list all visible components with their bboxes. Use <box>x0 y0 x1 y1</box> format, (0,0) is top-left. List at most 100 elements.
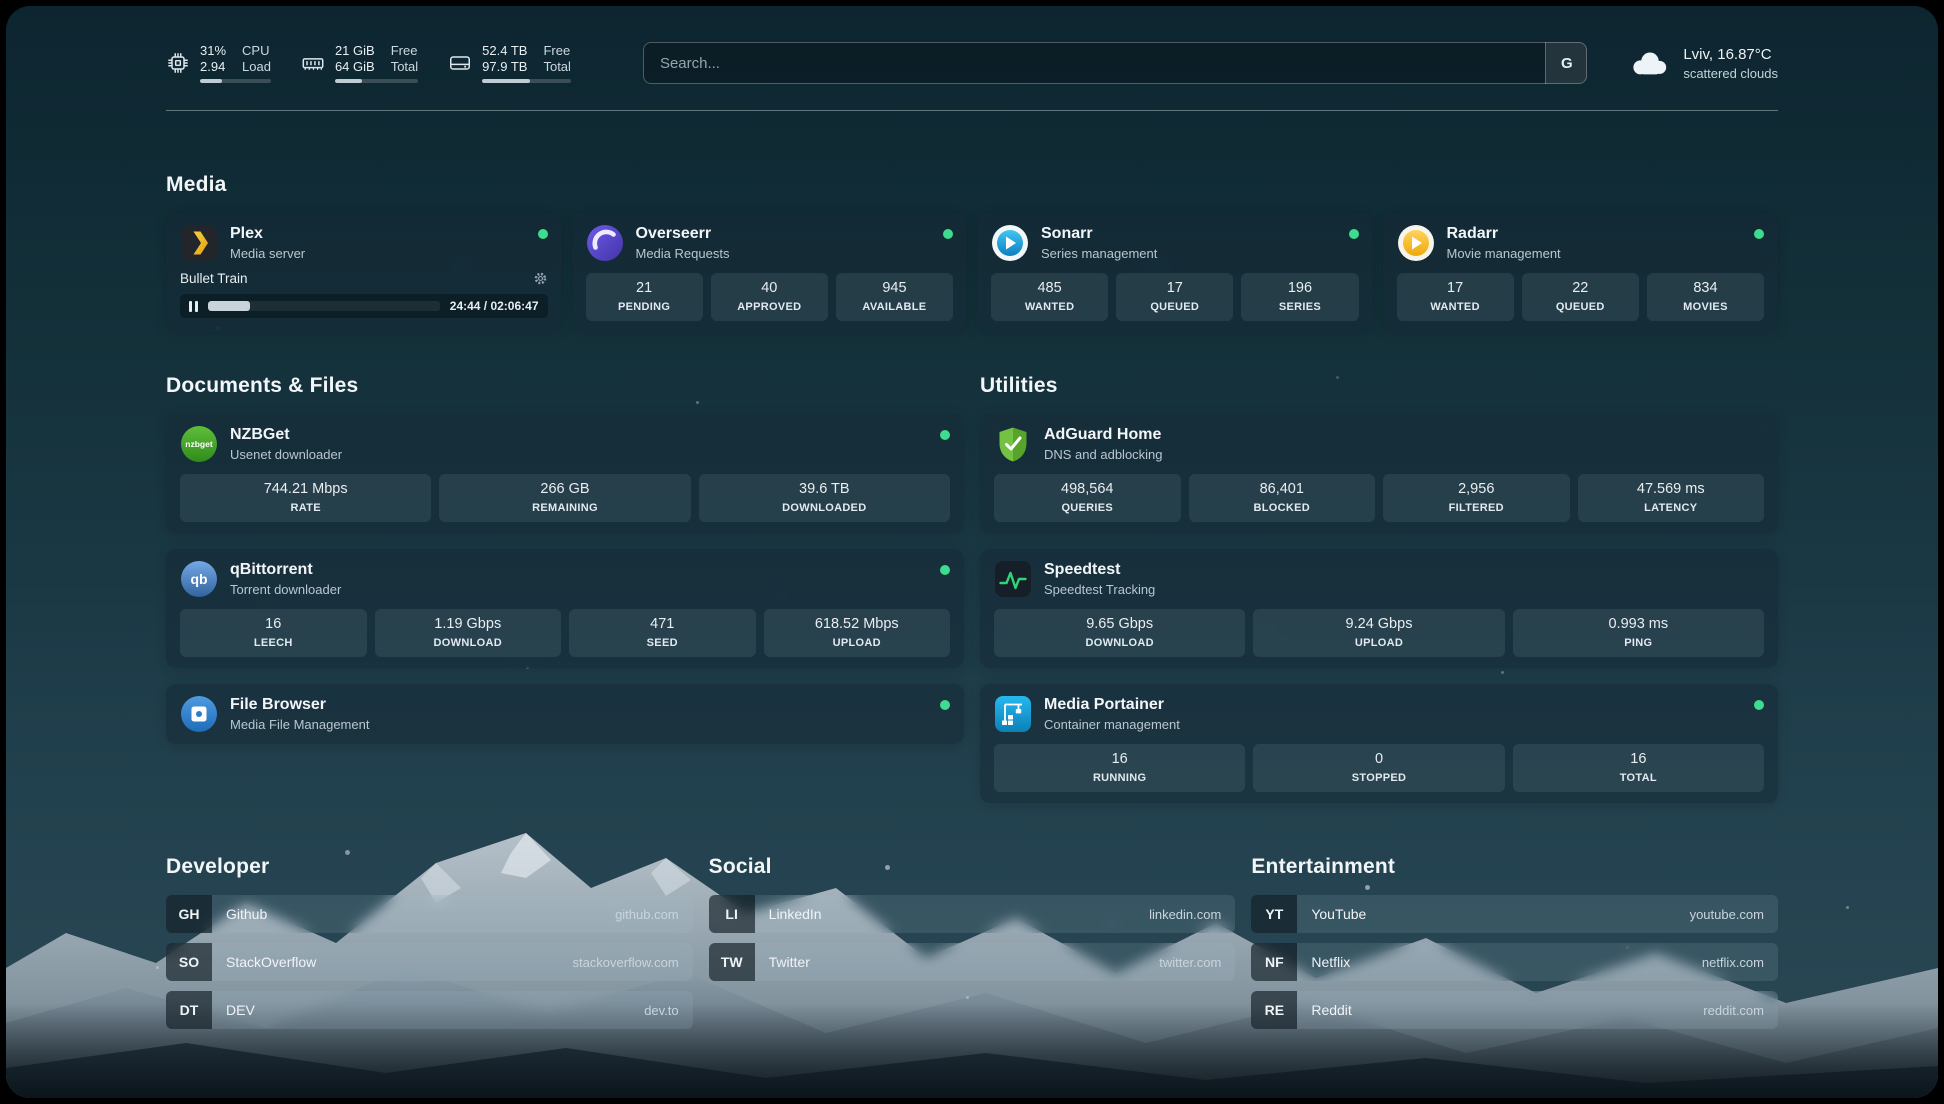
bookmark-name: Netflix <box>1311 954 1351 970</box>
bookmark-github[interactable]: GH Github github.com <box>166 895 693 933</box>
bookmark-youtube[interactable]: YT YouTube youtube.com <box>1251 895 1778 933</box>
search-input[interactable] <box>642 42 1588 84</box>
section-title-media: Media <box>166 173 227 196</box>
service-card-nzbget[interactable]: nzbget NZBGet Usenet downloader 744.21 M… <box>166 414 964 533</box>
service-subtitle: Media Requests <box>635 245 730 261</box>
settings-gear-icon[interactable] <box>533 271 548 286</box>
bookmark-url: github.com <box>615 906 679 922</box>
service-card-speedtest[interactable]: Speedtest Speedtest Tracking 9.65 Gbps D… <box>980 549 1778 668</box>
stat-upload: 618.52 Mbps UPLOAD <box>763 609 950 657</box>
service-card-sonarr[interactable]: Sonarr Series management 485 WANTED 17 Q… <box>977 213 1373 332</box>
service-name: Radarr <box>1446 225 1499 243</box>
disk-free-label: Free <box>543 43 571 58</box>
cpu-load-label: Load <box>242 59 271 74</box>
bookmark-stackoverflow[interactable]: SO StackOverflow stackoverflow.com <box>166 943 693 981</box>
stat-download: 9.65 Gbps DOWNLOAD <box>994 609 1246 657</box>
service-name: Media Portainer <box>1044 696 1165 714</box>
dashboard-content: 31% CPU 2.94 Load <box>6 6 1938 1039</box>
section-title-documents: Documents & Files <box>166 374 359 397</box>
status-dot <box>1754 229 1764 239</box>
service-card-radarr[interactable]: Radarr Movie management 17 WANTED 22 QUE… <box>1382 213 1778 332</box>
stat-label: PENDING <box>617 301 671 313</box>
service-subtitle: Container management <box>1044 716 1180 732</box>
stat-value: 16 <box>1630 751 1647 767</box>
service-card-portainer[interactable]: Media Portainer Container management 16 … <box>980 684 1778 803</box>
nzbget-icon: nzbget <box>180 425 218 463</box>
stat-value: 498,564 <box>1061 481 1114 497</box>
service-card-qbittorrent[interactable]: qb qBittorrent Torrent downloader 16 LEE… <box>166 549 964 668</box>
cpu-usage-label: CPU <box>242 43 270 58</box>
disk-bar-fill <box>482 79 531 83</box>
service-card-filebrowser[interactable]: File Browser Media File Management <box>166 684 964 744</box>
service-name: Overseerr <box>635 225 712 243</box>
cpu-bar-fill <box>200 79 222 83</box>
stat-rate: 744.21 Mbps RATE <box>180 474 432 522</box>
bookmark-name: LinkedIn <box>768 906 822 922</box>
stat-filtered: 2,956 FILTERED <box>1383 474 1570 522</box>
stat-label: BLOCKED <box>1253 502 1310 514</box>
stat-label: DOWNLOADED <box>782 502 867 514</box>
status-dot <box>940 430 950 440</box>
playback-time: 24:44 / 02:06:47 <box>449 299 539 313</box>
bookmark-name: Reddit <box>1311 1002 1352 1018</box>
bookmark-abbr: RE <box>1251 991 1298 1029</box>
stat-download: 1.19 Gbps DOWNLOAD <box>374 609 561 657</box>
bookmark-abbr: TW <box>708 943 755 981</box>
weather-location: Lviv, 16.87°C <box>1683 45 1772 63</box>
bookmark-url: dev.to <box>644 1002 679 1018</box>
search-engine-button[interactable]: G <box>1545 42 1588 84</box>
top-bar: 31% CPU 2.94 Load <box>166 6 1778 84</box>
stat-label: STOPPED <box>1351 772 1407 784</box>
plex-icon <box>180 224 218 262</box>
stat-label: QUEUED <box>1150 301 1200 313</box>
bookmark-linkedin[interactable]: LI LinkedIn linkedin.com <box>708 895 1236 933</box>
stat-value: 22 <box>1572 280 1589 296</box>
stat-running: 16 RUNNING <box>994 744 1246 792</box>
stat-label: UPLOAD <box>832 637 881 649</box>
stat-value: 39.6 TB <box>799 481 850 497</box>
stat-value: 40 <box>761 280 778 296</box>
pause-button[interactable] <box>189 300 198 312</box>
stat-queued: 22 QUEUED <box>1521 273 1639 321</box>
stat-wanted: 17 WANTED <box>1396 273 1514 321</box>
seek-bar[interactable] <box>208 301 440 311</box>
bookmark-twitter[interactable]: TW Twitter twitter.com <box>708 943 1236 981</box>
stat-value: 47.569 ms <box>1636 481 1705 497</box>
bookmark-abbr: NF <box>1251 943 1298 981</box>
status-dot <box>1348 229 1359 239</box>
stat-wanted: 485 WANTED <box>991 273 1109 321</box>
bookmark-abbr: SO <box>166 943 212 981</box>
bookmark-reddit[interactable]: RE Reddit reddit.com <box>1251 991 1778 1029</box>
svg-text:nzbget: nzbget <box>185 439 213 449</box>
stat-value: 9.24 Gbps <box>1345 616 1413 632</box>
cpu-usage-value: 31% <box>200 43 227 58</box>
adguard-icon <box>994 425 1032 463</box>
stat-ping: 0.993 ms PING <box>1512 609 1764 657</box>
bookmark-dev[interactable]: DT DEV dev.to <box>166 991 693 1029</box>
service-card-adguard[interactable]: AdGuard Home DNS and adblocking 498,564 … <box>980 414 1778 533</box>
portainer-icon <box>994 695 1032 733</box>
memory-bar <box>334 79 419 83</box>
section-media: Media Plex Medi <box>166 173 1778 332</box>
stat-stopped: 0 STOPPED <box>1253 744 1505 792</box>
ram-icon <box>301 51 325 75</box>
service-name: qBittorrent <box>230 561 313 579</box>
svg-text:qb: qb <box>190 571 207 587</box>
stat-pending: 21 PENDING <box>585 273 703 321</box>
stat-label: REMAINING <box>532 502 598 514</box>
seek-fill <box>208 301 250 311</box>
bookmark-netflix[interactable]: NF Netflix netflix.com <box>1251 943 1778 981</box>
memory-widget: 21 GiB Free 64 GiB Total <box>301 43 419 83</box>
speedtest-icon <box>994 560 1032 598</box>
service-card-overseerr[interactable]: Overseerr Media Requests 21 PENDING 40 A… <box>571 213 967 332</box>
service-card-plex[interactable]: Plex Media server Bullet Train <box>166 213 562 332</box>
bookmark-name: Twitter <box>768 954 810 970</box>
service-name: File Browser <box>230 696 327 714</box>
stat-label: RATE <box>290 502 321 514</box>
stat-value: 17 <box>1447 280 1464 296</box>
stat-label: LEECH <box>253 637 293 649</box>
cloud-icon <box>1629 49 1671 77</box>
stat-value: 0 <box>1374 751 1384 767</box>
bookmarks-area: Developer GH Github github.com SO StackO… <box>166 855 1778 1039</box>
stat-label: DOWNLOAD <box>433 637 502 649</box>
